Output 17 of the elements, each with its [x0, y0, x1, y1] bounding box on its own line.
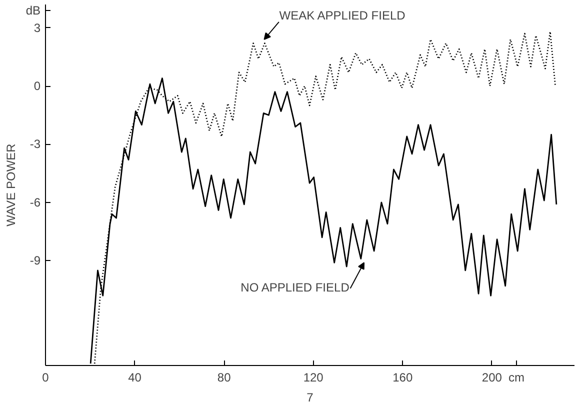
x-tick-label: 160 — [392, 370, 413, 384]
y-tick-label: dB — [26, 3, 41, 18]
x-tick-label: 120 — [303, 370, 324, 384]
x-tick-label: cm — [508, 370, 524, 384]
annotation: NO APPLIED FIELD — [240, 280, 350, 295]
x-tick-label: 200 — [482, 370, 502, 384]
y-tick-label: -9 — [30, 254, 41, 268]
y-tick-label: -6 — [30, 195, 41, 210]
y-tick-label: -3 — [30, 137, 41, 152]
x-tick-label: 80 — [217, 370, 232, 384]
y-tick-label: 0 — [34, 79, 41, 94]
x-tick-label: 40 — [128, 370, 142, 384]
y-tick-label: 3 — [34, 20, 41, 35]
y-axis-title: WAVE POWER — [4, 143, 18, 226]
x-tick-label: 0 — [42, 370, 50, 384]
x-axis-title: 7 — [306, 390, 314, 404]
annotation: WEAK APPLIED FIELD — [279, 8, 406, 22]
